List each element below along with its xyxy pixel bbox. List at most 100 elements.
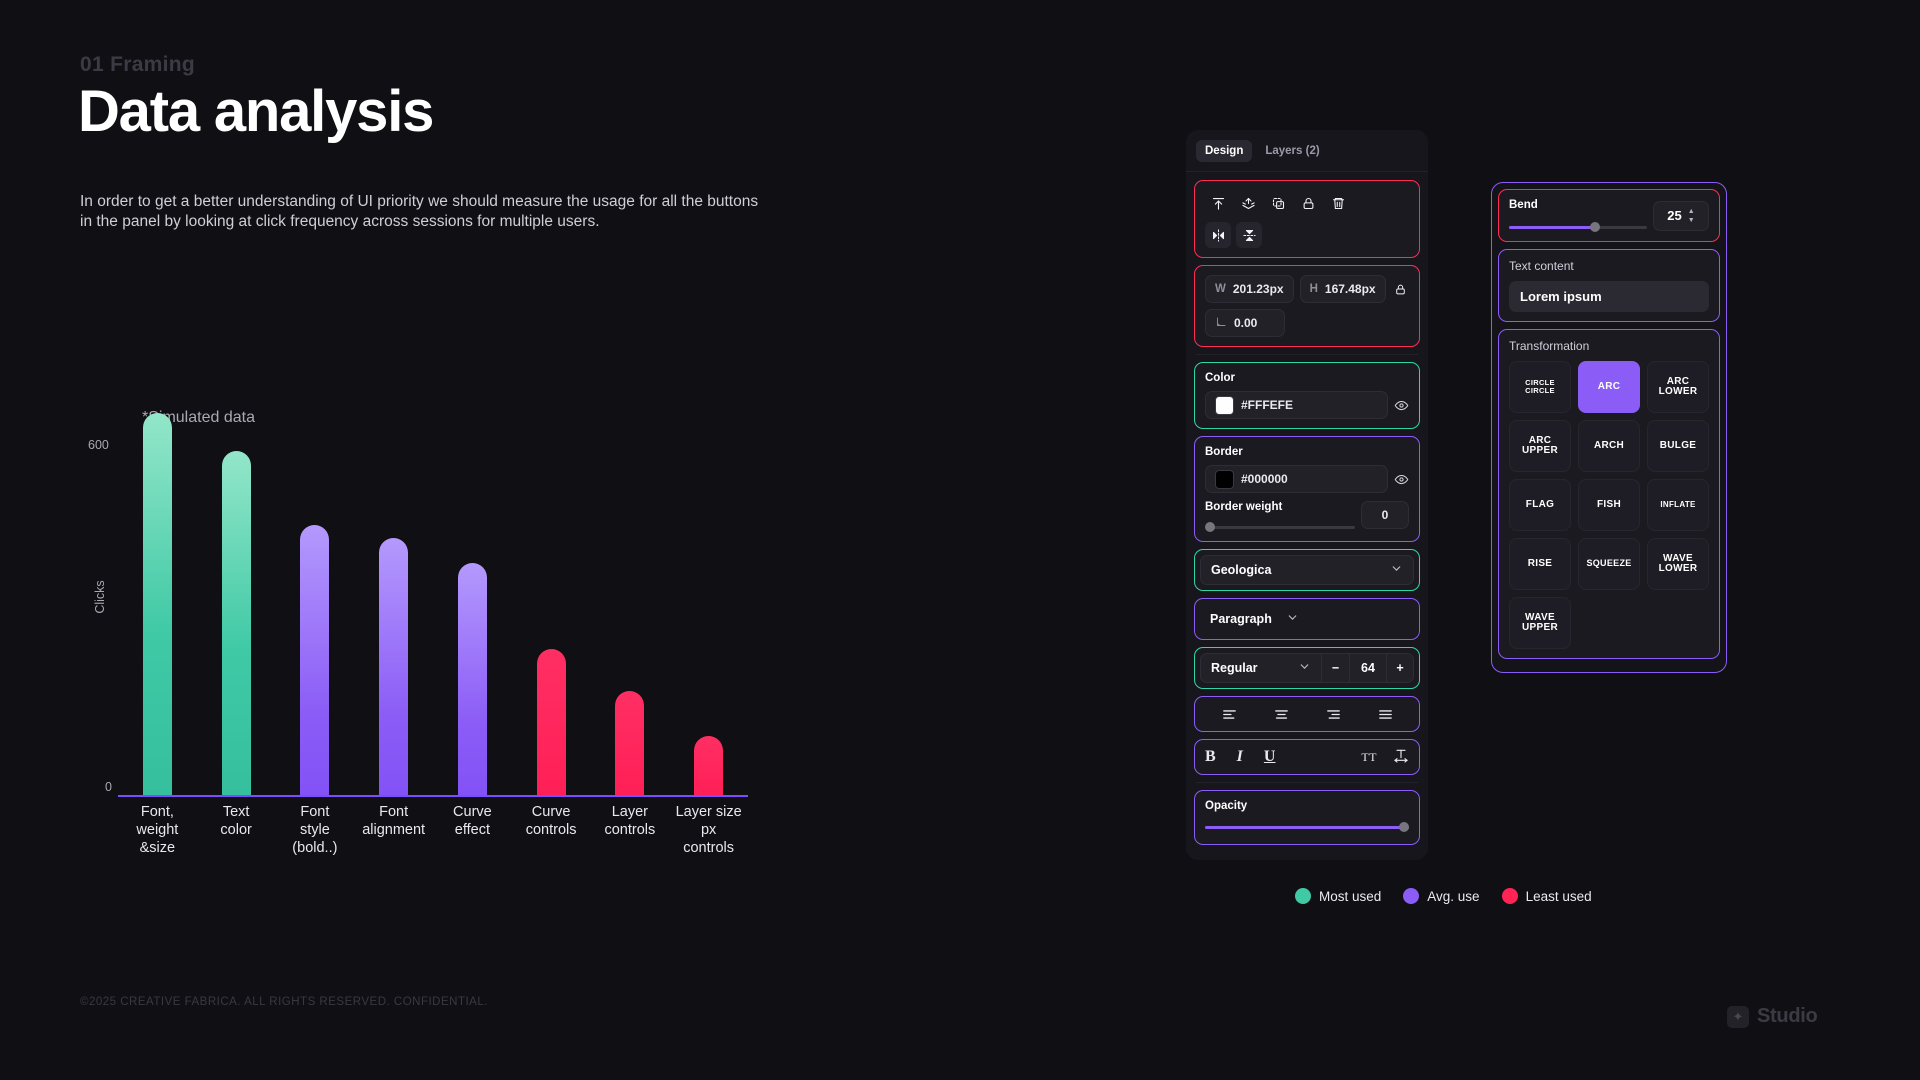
- font-weight-size-row: Regular − 64 +: [1200, 653, 1414, 683]
- object-tools-row-2: [1205, 222, 1409, 248]
- bend-knob[interactable]: [1589, 222, 1600, 232]
- transformation-option[interactable]: WAVE UPPER: [1509, 597, 1571, 649]
- transformation-option[interactable]: ARC UPPER: [1509, 420, 1571, 472]
- x-axis-labels: Font, weight &size Text color Font style (…: [118, 804, 748, 858]
- border-visibility-icon[interactable]: [1394, 472, 1409, 487]
- font-family-select[interactable]: Geologica: [1200, 555, 1414, 585]
- align-right-icon[interactable]: [1325, 706, 1342, 723]
- text-content-label: Text content: [1509, 259, 1574, 273]
- text-align-row: [1203, 701, 1411, 727]
- height-field[interactable]: H 167.48px: [1299, 275, 1386, 303]
- clicks-bar-chart: *Simulated data 600 0 Clicks Font, weigh…: [80, 400, 940, 880]
- x-axis-label: Font alignment: [362, 804, 426, 838]
- italic-icon[interactable]: I: [1236, 748, 1243, 765]
- transformation-option[interactable]: ARCH: [1578, 420, 1640, 472]
- color-row: #FFFEFE: [1205, 391, 1409, 419]
- color-field[interactable]: #FFFEFE: [1205, 391, 1388, 419]
- uppercase-icon[interactable]: TT: [1361, 749, 1377, 764]
- text-style-group: Paragraph: [1194, 598, 1420, 640]
- letter-spacing-icon[interactable]: [1393, 747, 1409, 768]
- aspect-lock-icon[interactable]: [1392, 276, 1409, 302]
- border-color-field[interactable]: #000000: [1205, 465, 1388, 493]
- align-justify-icon[interactable]: [1377, 706, 1394, 723]
- bend-slider[interactable]: [1509, 222, 1647, 232]
- transformation-option[interactable]: RISE: [1509, 538, 1571, 590]
- tab-design[interactable]: Design: [1196, 140, 1253, 162]
- border-weight-label: Border weight: [1205, 501, 1283, 513]
- transformation-option[interactable]: FLAG: [1509, 479, 1571, 531]
- transformation-option[interactable]: ARC LOWER: [1647, 361, 1709, 413]
- text-content-input[interactable]: Lorem ipsum: [1509, 281, 1709, 312]
- bend-value: 25: [1667, 208, 1682, 223]
- bar: [379, 538, 409, 795]
- stepper-down-arrow[interactable]: ▼: [1687, 216, 1695, 224]
- x-axis-label: Layer size px controls: [675, 804, 742, 856]
- flip-vertical-icon[interactable]: [1236, 222, 1262, 248]
- border-swatch[interactable]: [1215, 469, 1234, 489]
- align-left-icon[interactable]: [1221, 706, 1238, 723]
- border-title: Border: [1205, 446, 1243, 458]
- align-top-icon[interactable]: [1205, 190, 1231, 216]
- font-weight-select[interactable]: Regular: [1200, 653, 1322, 683]
- sparkle-icon: ✦: [1727, 1005, 1749, 1028]
- opacity-knob[interactable]: [1399, 822, 1409, 832]
- transformation-option[interactable]: WAVE LOWER: [1647, 538, 1709, 590]
- flip-horizontal-icon[interactable]: [1205, 222, 1231, 248]
- design-panel: Design Layers (2): [1186, 130, 1428, 860]
- delete-icon[interactable]: [1325, 190, 1351, 216]
- width-field[interactable]: W 201.23px: [1205, 275, 1294, 303]
- transformation-option[interactable]: SQUEEZE: [1578, 538, 1640, 590]
- object-tools-row-1: [1205, 190, 1409, 216]
- divider-1: [1196, 354, 1418, 355]
- stepper-arrows-icon[interactable]: ▲ ▼: [1688, 208, 1695, 224]
- x-axis-label: Layer controls: [604, 804, 656, 838]
- border-weight-field[interactable]: 0: [1361, 501, 1409, 529]
- bar-column: [433, 400, 512, 795]
- border-weight-slider[interactable]: [1205, 522, 1355, 532]
- bar-column: [118, 400, 197, 795]
- x-axis-label: Text color: [220, 804, 252, 838]
- bar: [694, 735, 724, 795]
- border-weight-knob[interactable]: [1205, 522, 1215, 532]
- width-key: W: [1215, 283, 1226, 295]
- text-style-select[interactable]: Paragraph: [1200, 604, 1414, 634]
- divider-2: [1196, 782, 1418, 783]
- opacity-slider[interactable]: [1205, 822, 1409, 832]
- lock-icon[interactable]: [1295, 190, 1321, 216]
- bend-stepper[interactable]: 25 ▲ ▼: [1653, 200, 1709, 231]
- underline-icon[interactable]: U: [1263, 748, 1276, 765]
- font-size-decrease-button[interactable]: −: [1322, 653, 1350, 683]
- transform-panel: Bend 25 ▲ ▼ Text content L: [1491, 182, 1727, 673]
- bar-series: [118, 400, 748, 795]
- brand-name: Studio: [1757, 1005, 1818, 1027]
- transformation-option[interactable]: ARC: [1578, 361, 1640, 413]
- angle-value: 0.00: [1234, 316, 1258, 330]
- transformation-option[interactable]: CIRCLE CIRCLE: [1509, 361, 1571, 413]
- chart-legend: Most used Avg. use Least used: [1295, 888, 1592, 904]
- x-axis-label: Curve effect: [453, 804, 492, 838]
- text-align-group: [1194, 696, 1420, 732]
- font-size-value[interactable]: 64: [1350, 653, 1386, 683]
- angle-field[interactable]: 0.00: [1205, 309, 1285, 337]
- duplicate-icon[interactable]: [1265, 190, 1291, 216]
- color-swatch[interactable]: [1215, 395, 1234, 415]
- align-center-icon[interactable]: [1273, 706, 1290, 723]
- legend-item: Avg. use: [1403, 888, 1480, 904]
- tab-layers[interactable]: Layers (2): [1265, 145, 1320, 157]
- stepper-up-arrow[interactable]: ▲: [1687, 207, 1695, 215]
- text-style-value: Paragraph: [1210, 612, 1272, 626]
- object-tools-group: [1194, 180, 1420, 258]
- font-size-increase-button[interactable]: +: [1386, 653, 1414, 683]
- bar: [300, 525, 330, 795]
- legend-color-dot: [1501, 888, 1518, 904]
- transformation-option[interactable]: INFLATE: [1647, 479, 1709, 531]
- transformation-option[interactable]: BULGE: [1647, 420, 1709, 472]
- bold-icon[interactable]: B: [1205, 748, 1216, 765]
- transformation-option[interactable]: FISH: [1578, 479, 1640, 531]
- font-family-value: Geologica: [1211, 563, 1272, 577]
- bar: [142, 413, 172, 795]
- bring-to-front-icon[interactable]: [1235, 190, 1261, 216]
- panel-tabs: Design Layers (2): [1186, 130, 1428, 172]
- color-visibility-icon[interactable]: [1394, 398, 1409, 413]
- bar-column: [512, 400, 591, 795]
